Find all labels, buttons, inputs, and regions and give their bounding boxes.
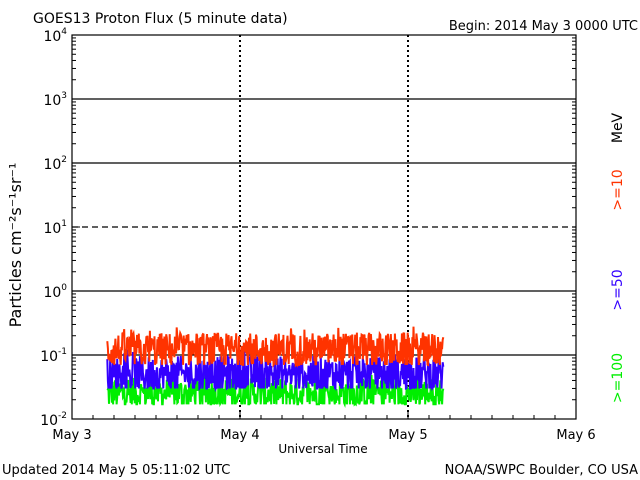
y-tick-label: 10-1 [40, 347, 67, 365]
plot-frame [71, 34, 577, 420]
x-tick-label: May 4 [220, 428, 259, 443]
x-axis-label: Universal Time [278, 442, 367, 456]
x-tick-label: May 5 [388, 428, 427, 443]
y-tick-label: 103 [43, 91, 67, 109]
x-tick-labels: May 3 May 4 May 5 May 6 [52, 428, 595, 443]
legend-item: >=100 [610, 353, 626, 403]
legend-item: >=10 [610, 169, 626, 210]
y-axis-label: Particles cm⁻²s⁻¹sr⁻¹ [6, 163, 25, 328]
series-layer [106, 326, 445, 409]
legend-item: >=50 [610, 269, 626, 310]
y-tick-label: 102 [43, 155, 67, 173]
updated-timestamp: Updated 2014 May 5 05:11:02 UTC [2, 463, 230, 478]
y-tick-label: 100 [43, 283, 67, 301]
y-tick-labels: 10-2 10-1 100 101 102 103 104 [40, 27, 67, 429]
legend: MeV >=10 >=50 >=100 [610, 112, 626, 403]
series-line [106, 326, 445, 368]
credit-text: NOAA/SWPC Boulder, CO USA [445, 463, 638, 478]
legend-unit: MeV [610, 112, 626, 143]
y-tick-label: 10-2 [40, 411, 67, 429]
series-line [106, 348, 445, 393]
begin-date: Begin: 2014 May 3 0000 UTC [449, 19, 638, 34]
y-tick-label: 104 [43, 27, 67, 45]
x-tick-label: May 3 [52, 428, 91, 443]
chart-title: GOES13 Proton Flux (5 minute data) [33, 11, 288, 27]
y-tick-label: 101 [43, 219, 67, 237]
x-tick-label: May 6 [556, 428, 595, 443]
